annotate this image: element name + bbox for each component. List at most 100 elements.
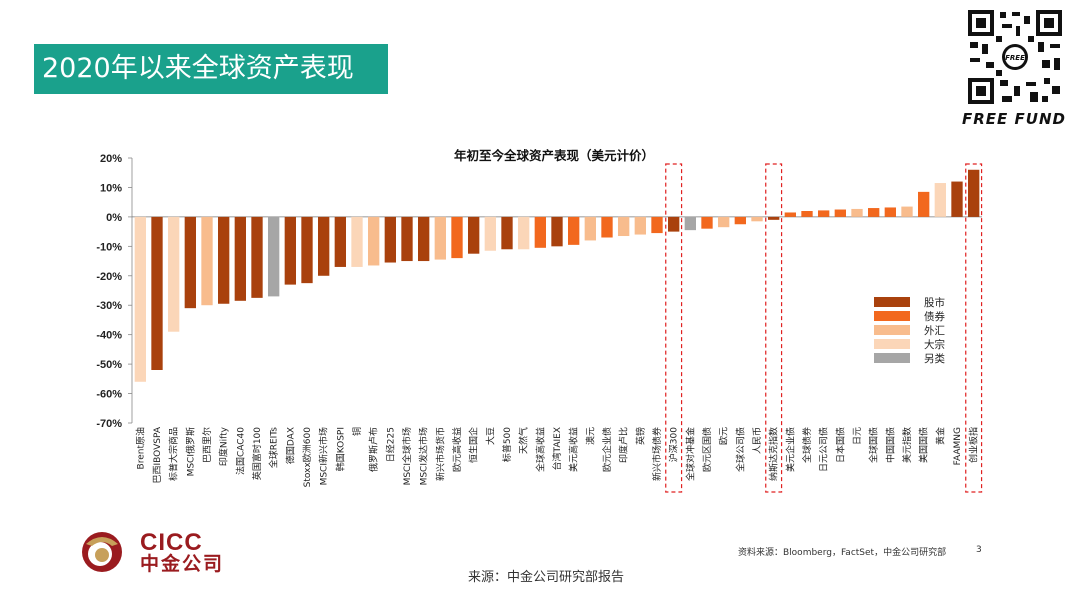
bar: [601, 216, 613, 238]
y-tick-label: -30%: [96, 300, 122, 312]
x-tick-label: 英镑: [634, 427, 646, 445]
bar: [568, 216, 580, 245]
x-tick-label: FAAMNG: [953, 427, 963, 465]
legend-label: 外汇: [924, 324, 945, 337]
highlight-box: [965, 163, 983, 493]
bar: [468, 216, 480, 254]
y-tick-label: 0%: [106, 212, 122, 224]
x-tick-label: 德国DAX: [284, 427, 296, 464]
bar: [768, 216, 780, 220]
bar: [934, 183, 946, 217]
bar: [718, 216, 730, 228]
x-tick-label: 中国国债: [884, 427, 896, 463]
x-tick-label: 全球对冲基金: [684, 427, 696, 481]
bar: [434, 216, 446, 260]
bar: [368, 216, 380, 266]
y-tick-label: -10%: [96, 241, 122, 253]
x-tick-label: MSCI全球市场: [401, 427, 413, 485]
bar: [451, 216, 463, 259]
source-note: 资料来源：Bloomberg，FactSet，中金公司研究部: [738, 548, 947, 558]
x-tick-label: 欧元高收益: [451, 427, 463, 472]
cicc-logo-icon: [82, 532, 122, 572]
bar: [684, 216, 696, 231]
x-tick-label: 韩国KOSPI: [334, 427, 346, 471]
highlight-box: [665, 163, 683, 493]
y-axis: 20% 10% 0% -10% -20% -30% -40% -50% -60% -70%: [96, 153, 133, 430]
legend-swatch: [874, 339, 910, 349]
y-tick-label: 20%: [100, 153, 122, 165]
brand-name: FREE FUND: [962, 110, 1066, 128]
x-tick-label: 日经225: [384, 427, 396, 462]
x-tick-label: 美元高收益: [568, 427, 580, 472]
x-tick-label: 天然气: [518, 427, 530, 454]
x-tick-label: 全球国债: [868, 427, 880, 463]
x-tick-label: 沪深300: [668, 427, 680, 462]
bar: [218, 216, 230, 304]
x-tick-label: 日元: [852, 427, 863, 445]
bar: [651, 216, 663, 234]
legend-label: 大宗: [924, 338, 945, 351]
bar: [834, 209, 846, 217]
bar: [301, 216, 313, 284]
legend-swatch: [874, 353, 910, 363]
bar: [634, 216, 646, 235]
chart-title: 年初至今全球资产表现（美元计价）: [454, 148, 654, 163]
x-tick-label: 黄金: [934, 427, 946, 445]
x-tick-label: Brent原油: [134, 427, 146, 469]
x-tick-label: 美元企业债: [784, 427, 796, 472]
footer-source: 来源：中金公司研究部报告: [468, 570, 625, 585]
bar: [351, 216, 363, 267]
x-tick-label: 美元指数: [901, 427, 913, 463]
y-tick-label: -60%: [96, 389, 122, 401]
bar: [551, 216, 563, 247]
x-tick-label: 全球债券: [801, 427, 813, 463]
highlight-boxes: [665, 163, 983, 493]
bar: [501, 216, 513, 250]
bar: [184, 216, 196, 309]
bar: [268, 216, 280, 297]
x-tick-label: 欧元: [718, 427, 730, 445]
bar: [901, 206, 913, 217]
y-tick-label: -20%: [96, 271, 122, 283]
highlight-box: [765, 163, 783, 493]
x-tick-label: 俄罗斯卢布: [368, 427, 380, 472]
legend-swatch: [874, 311, 910, 321]
bar: [784, 212, 796, 217]
svg-text:FREE: FREE: [1005, 54, 1025, 62]
x-tick-label: 法国CAC40: [234, 427, 246, 475]
x-tick-label: 全球高收益: [534, 427, 546, 472]
legend-label: 另类: [924, 352, 945, 365]
x-tick-label: 人民币: [752, 427, 763, 454]
y-tick-label: -70%: [96, 418, 122, 430]
bar: [734, 216, 746, 225]
bar: [584, 216, 596, 241]
x-tick-label: 创业板指: [968, 427, 980, 463]
bars-layer: [134, 169, 980, 382]
page-number: 3: [976, 545, 982, 555]
logo-en: CICC: [140, 529, 203, 556]
title-banner: 2020年以来全球资产表现: [34, 44, 388, 94]
bar: [168, 216, 180, 332]
x-tick-label: 日元公司债: [818, 427, 830, 472]
x-tick-label: 澳元: [584, 427, 596, 445]
x-tick-label: 日本国债: [834, 427, 846, 463]
x-tick-label: MSCI发达市场: [418, 427, 430, 485]
x-tick-label: 大豆: [484, 427, 496, 445]
logo-cn: 中金公司: [140, 553, 225, 575]
legend-swatch: [874, 325, 910, 335]
bar: [868, 208, 880, 217]
bar: [234, 216, 246, 301]
bar: [918, 191, 930, 217]
bar: [418, 216, 430, 262]
x-tick-label: 铜: [351, 427, 363, 436]
bar: [151, 216, 163, 370]
x-tick-label: 美国国债: [918, 427, 930, 463]
bar: [968, 169, 980, 217]
x-tick-label: Stoxx欧洲600: [301, 427, 313, 488]
legend-label: 股市: [924, 296, 945, 309]
y-tick-label: -40%: [96, 330, 122, 342]
x-tick-label: 巴西里尔: [201, 427, 213, 463]
bar: [951, 181, 963, 217]
x-tick-label: 台湾TAIEX: [551, 427, 563, 470]
